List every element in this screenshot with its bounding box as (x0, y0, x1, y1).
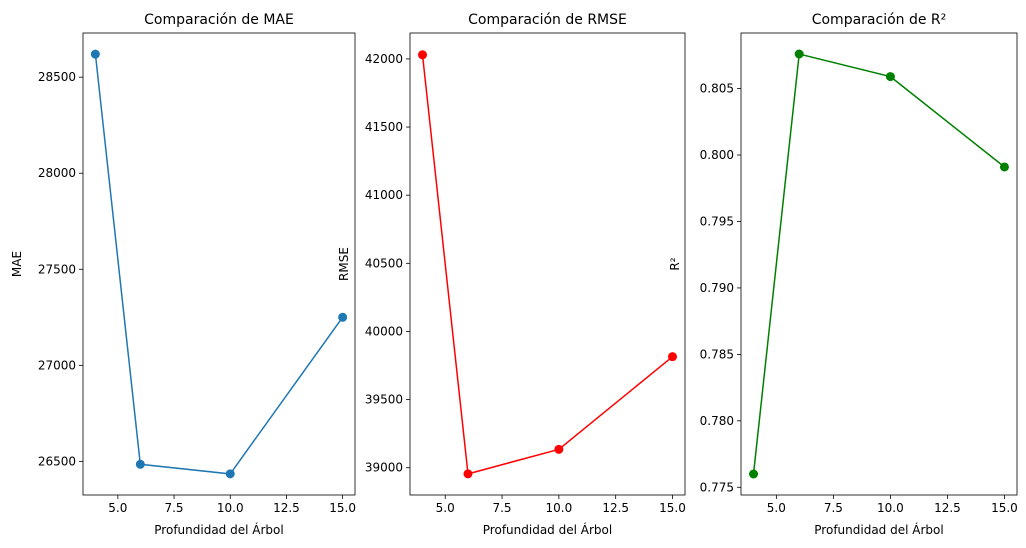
y-tick-label: 41000 (365, 188, 403, 202)
x-tick-label: 10.0 (217, 501, 244, 515)
y-tick-label: 0.790 (700, 281, 734, 295)
y-tick-label: 28500 (38, 70, 76, 84)
x-tick-label: 5.0 (436, 501, 455, 515)
y-axis-label: MAE (10, 251, 24, 277)
x-tick-label: 7.5 (164, 501, 183, 515)
plot-marks: 5.0 7.5 10.0 12.5 15.0 0.775 0.780 0.785 0.790 0.… (700, 32, 1018, 515)
x-tick-label: 5.0 (767, 501, 786, 515)
y-tick-label: 26500 (38, 454, 76, 468)
series-line (752, 53, 1005, 475)
x-tick-label: 15.0 (329, 501, 356, 515)
plot-marks: 5.0 7.5 10.0 12.5 15.0 26500 27000 27500 28000 28… (38, 32, 356, 515)
data-point (418, 50, 427, 60)
x-tick-label: 15.0 (991, 501, 1018, 515)
x-tick-label: 7.5 (824, 501, 843, 515)
y-tick-label: 42000 (365, 52, 403, 66)
y-tick-label: 27000 (38, 358, 76, 372)
rmse-chart-panel: Comparación de RMSE Profundidad del Árbo… (337, 12, 686, 537)
y-tick-label: 40000 (365, 324, 403, 338)
x-axis-label: Profundidad del Árbol (154, 522, 283, 537)
y-tick-label: 27500 (38, 262, 76, 276)
y-tick-label: 39000 (365, 461, 403, 475)
y-tick-label: 28000 (38, 166, 76, 180)
x-tick-label: 10.0 (877, 501, 904, 515)
x-tick-label: 12.5 (273, 501, 300, 515)
r2-chart-panel: Comparación de R² Profundidad del Árbol … (668, 12, 1018, 537)
axes-frame (740, 32, 1018, 496)
data-point (794, 49, 804, 59)
series-line (421, 54, 673, 475)
data-point (135, 459, 145, 469)
data-point (90, 49, 100, 59)
data-point (463, 469, 473, 479)
mae-chart-panel: Comparación de MAE Profundidad del Árbol… (10, 12, 356, 537)
chart-title: Comparación de MAE (144, 12, 294, 28)
x-axis-label: Profundidad del Árbol (483, 522, 612, 537)
y-tick-label: 0.780 (700, 414, 734, 428)
y-tick-label: 40500 (365, 256, 403, 270)
series-line (94, 54, 344, 475)
x-tick-label: 10.0 (546, 501, 573, 515)
data-point (999, 162, 1009, 172)
data-point (885, 72, 895, 82)
y-tick-label: 0.775 (700, 480, 734, 494)
y-tick-label: 39500 (365, 393, 403, 407)
axes-frame (409, 32, 686, 496)
data-point (668, 352, 677, 362)
x-tick-label: 7.5 (492, 501, 511, 515)
y-tick-label: 0.805 (700, 82, 734, 96)
y-tick-label: 41500 (365, 120, 403, 134)
data-point (554, 444, 564, 454)
x-tick-label: 12.5 (602, 501, 629, 515)
data-point (749, 469, 759, 479)
y-axis-label: R² (668, 257, 682, 270)
chart-title: Comparación de RMSE (468, 12, 627, 28)
x-axis-label: Profundidad del Árbol (814, 522, 943, 537)
x-tick-label: 5.0 (108, 501, 127, 515)
y-axis-label: RMSE (337, 247, 351, 281)
y-tick-label: 0.785 (700, 347, 734, 361)
data-point (338, 312, 348, 322)
axes-frame (82, 32, 356, 496)
y-tick-label: 0.795 (700, 214, 734, 228)
x-tick-label: 12.5 (934, 501, 961, 515)
chart-title: Comparación de R² (812, 12, 947, 28)
data-point (225, 469, 235, 479)
plot-marks: 5.0 7.5 10.0 12.5 15.0 39000 39500 40000 40500 41… (365, 32, 686, 515)
y-tick-label: 0.800 (700, 148, 734, 162)
x-tick-label: 15.0 (659, 501, 686, 515)
